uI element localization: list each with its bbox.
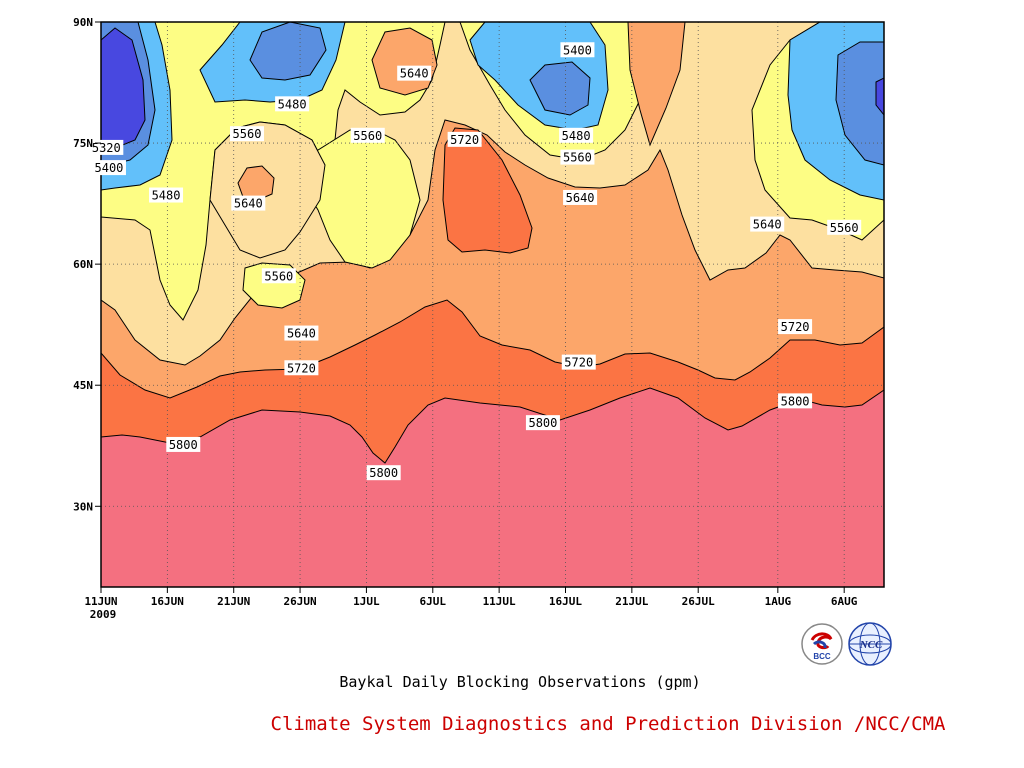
- x-tick-label: 11JUN: [84, 595, 117, 608]
- x-tick-label: 16JUN: [151, 595, 184, 608]
- contour-label-text: 5560: [563, 151, 592, 165]
- contour-label: 5720: [284, 360, 319, 376]
- chart-title: Baykal Daily Blocking Observations (gpm): [339, 673, 701, 691]
- bcc-logo: BCC: [801, 623, 843, 665]
- x-tick-label: 6AUG: [831, 595, 858, 608]
- contour-label: 5720: [561, 354, 596, 370]
- y-tick-label: 90N: [73, 16, 93, 29]
- contour-label: 5720: [447, 131, 482, 147]
- contour-label-text: 5640: [287, 327, 316, 341]
- x-tick-sublabel: 2009: [90, 608, 117, 621]
- contour-label-text: 5720: [781, 320, 810, 334]
- contour-fill-layer: [101, 22, 884, 587]
- contour-label-text: 5800: [369, 466, 398, 480]
- contour-label: 5640: [750, 216, 785, 232]
- bcc-logo-text: BCC: [813, 652, 831, 661]
- contour-label-text: 5400: [563, 43, 592, 57]
- contour-label-text: 5640: [753, 218, 782, 232]
- source-credit: Climate System Diagnostics and Predictio…: [270, 713, 946, 735]
- plot-frame: [100, 21, 885, 588]
- contour-label: 5800: [166, 436, 201, 452]
- contour-label: 5800: [525, 415, 560, 431]
- contour-label-text: 5320: [92, 141, 121, 155]
- contour-label: 5640: [231, 195, 266, 211]
- contour-label-text: 5800: [528, 416, 557, 430]
- contour-label-text: 5560: [233, 127, 262, 141]
- fill-5320-5400-topmid: [249, 22, 327, 81]
- contour-label: 5720: [778, 319, 813, 335]
- contour-label-text: 5640: [400, 67, 429, 81]
- contour-label: 5640: [563, 189, 598, 205]
- contour-label-text: 5560: [830, 221, 859, 235]
- contour-label: 5800: [366, 465, 401, 481]
- contour-label: 5320: [89, 139, 124, 155]
- ncc-logo: NCC: [848, 622, 892, 666]
- contour-labels: 5320 5400 5480 5480 5560 5560 5560 5640 5640 5640…: [89, 42, 862, 481]
- contour-label-text: 5400: [95, 161, 124, 175]
- contour-label: 5800: [778, 393, 813, 409]
- x-tick-label: 21JUL: [615, 595, 648, 608]
- contour-label-text: 5720: [564, 356, 593, 370]
- y-tick-label: 45N: [73, 379, 93, 392]
- y-axis: 30N 45N 60N 75N 90N: [73, 16, 101, 513]
- contour-label-text: 5720: [287, 361, 316, 375]
- x-tick-label: 11JUL: [483, 595, 516, 608]
- x-tick-label: 26JUL: [682, 595, 715, 608]
- contour-label: 5480: [275, 96, 310, 112]
- fill-5640-5720-strip: [627, 22, 686, 147]
- x-tick-label: 16JUL: [549, 595, 582, 608]
- x-tick-label: 26JUN: [284, 595, 317, 608]
- fill-5320-5400-right: [835, 41, 884, 166]
- contour-label: 5400: [91, 160, 126, 176]
- contour-label-text: 5560: [353, 129, 382, 143]
- fill-5320-5400-topright: [529, 61, 591, 116]
- y-tick-label: 30N: [73, 500, 93, 513]
- contour-label: 5480: [559, 127, 594, 143]
- contour-label: 5560: [560, 149, 595, 165]
- y-tick-label: 75N: [73, 137, 93, 150]
- contour-label-text: 5560: [264, 269, 293, 283]
- y-tick-label: 60N: [73, 258, 93, 271]
- contour-label-text: 5640: [234, 197, 263, 211]
- fill-5640-5720-top: [371, 27, 438, 96]
- fill-below-5320-right: [875, 77, 884, 116]
- x-tick-label: 6JUL: [420, 595, 447, 608]
- contour-label-text: 5480: [152, 189, 181, 203]
- contour-label-text: 5800: [169, 438, 198, 452]
- contour-label-text: 5480: [562, 129, 591, 143]
- contour-label: 5480: [149, 187, 184, 203]
- ncc-logo-text: NCC: [859, 639, 883, 651]
- contour-label-text: 5720: [450, 133, 479, 147]
- contour-label-text: 5800: [781, 394, 810, 408]
- contour-label: 5560: [261, 268, 296, 284]
- x-tick-label: 1JUL: [353, 595, 380, 608]
- contour-label: 5400: [560, 42, 595, 58]
- contour-label-text: 5480: [278, 97, 307, 111]
- contour-label: 5560: [827, 219, 862, 235]
- contour-label: 5560: [350, 127, 385, 143]
- contour-label: 5560: [229, 126, 264, 142]
- x-tick-label: 1AUG: [765, 595, 792, 608]
- x-tick-label: 21JUN: [217, 595, 250, 608]
- contour-label-text: 5640: [566, 191, 595, 205]
- contour-label: 5640: [284, 325, 319, 341]
- grid: [101, 22, 884, 587]
- fill-5720-5800-patch: [442, 127, 533, 254]
- contour-label: 5640: [397, 65, 432, 81]
- logos: BCC NCC: [800, 622, 896, 666]
